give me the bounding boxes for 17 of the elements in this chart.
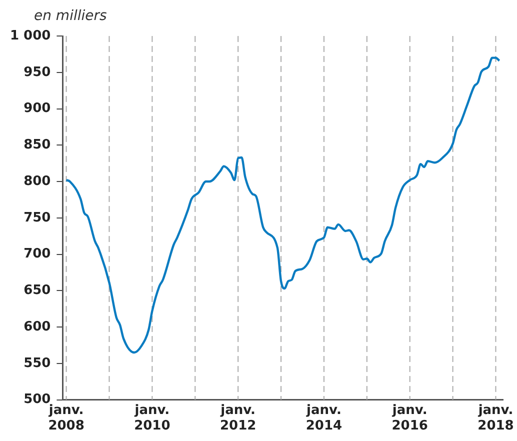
y-tick-label: 600: [24, 319, 51, 334]
x-tick-label: janv. 2016: [391, 402, 428, 434]
y-tick-label: 1 000: [10, 28, 51, 44]
y-tick-label: 900: [24, 101, 51, 116]
y-tick-label: 550: [24, 356, 51, 371]
x-tick-label: janv. 2012: [220, 402, 256, 434]
y-tick-label: 950: [24, 64, 51, 80]
y-tick-label: 850: [24, 138, 51, 153]
y-tick-label: 800: [24, 174, 51, 189]
y-tick-label: 650: [24, 283, 51, 298]
y-axis-title: en milliers: [34, 8, 107, 24]
x-tick-label: janv. 2014: [306, 402, 342, 434]
y-tick-label: 700: [24, 246, 51, 262]
x-tick-label: janv. 2010: [134, 402, 170, 434]
line-series: [65, 56, 500, 354]
x-tick-label: janv. 2018: [477, 402, 514, 434]
y-tick-label: 750: [24, 210, 51, 226]
